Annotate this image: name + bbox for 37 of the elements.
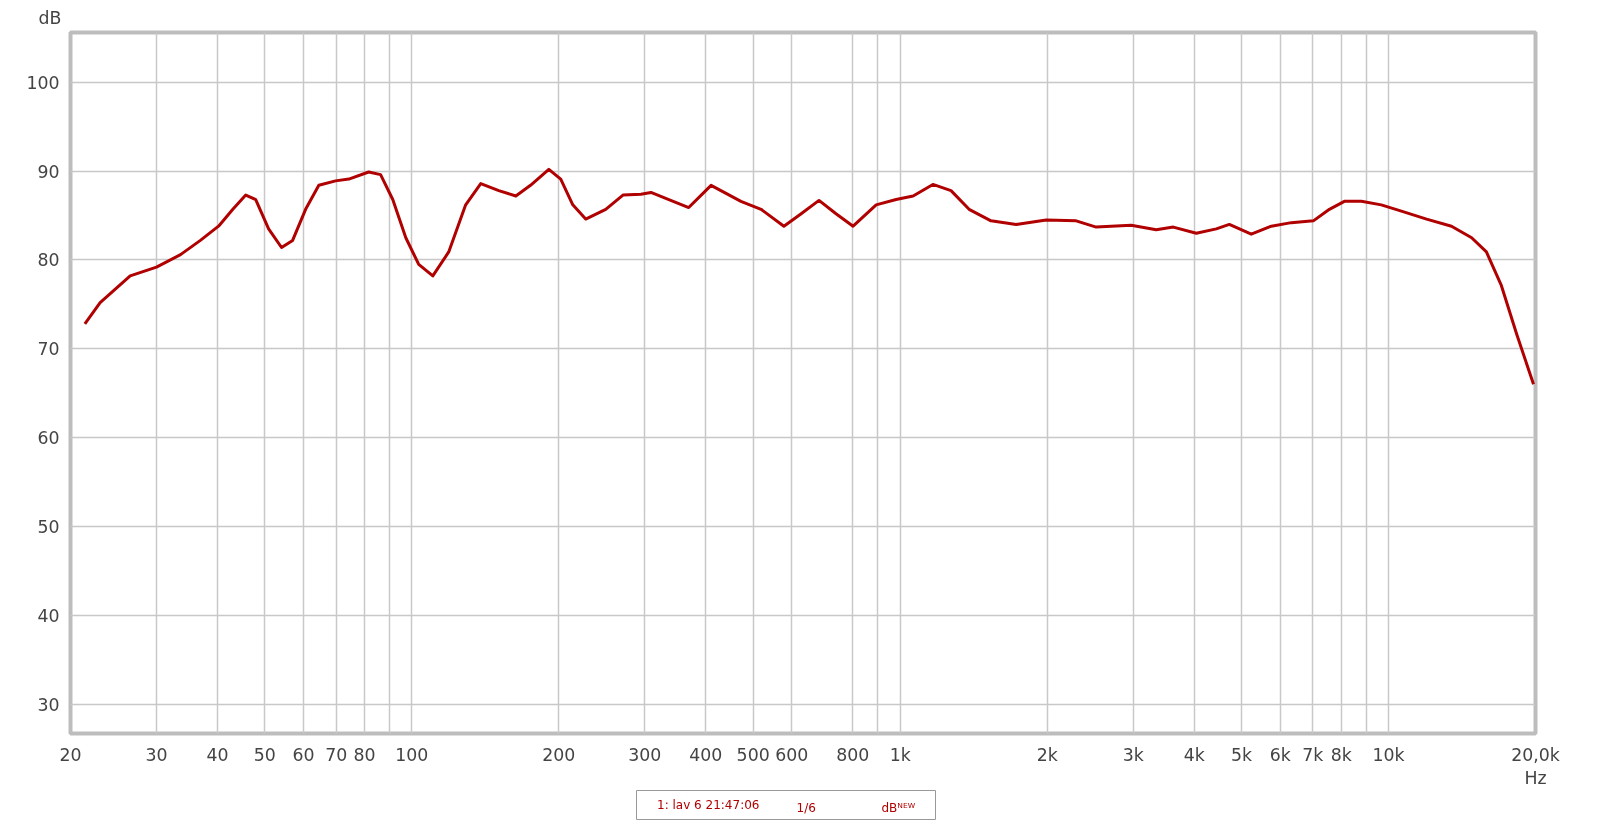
text: dBᴺᴱᵂ: [881, 800, 916, 815]
y-tick-label: 60: [37, 428, 60, 449]
x-tick-label: 10k: [1372, 744, 1405, 765]
x-tick-label: 500: [736, 744, 770, 765]
x-tick-label: 6k: [1269, 744, 1291, 765]
x-tick-label: 20: [59, 744, 82, 765]
x-tick-label: 50: [253, 744, 276, 765]
y-tick-label: 70: [37, 339, 60, 360]
x-axis-title: Hz: [1524, 767, 1547, 788]
x-tick-label: 70: [325, 744, 348, 765]
x-tick-label: 7k: [1302, 744, 1324, 765]
x-tick-label: 80: [353, 744, 376, 765]
y-axis-title: dB: [38, 7, 62, 28]
x-tick-label: 800: [836, 744, 870, 765]
x-tick-label: 200: [542, 744, 576, 765]
x-tick-label: 300: [628, 744, 662, 765]
text: 1/6: [796, 800, 816, 815]
y-tick-label: 90: [37, 161, 60, 182]
x-tick-label: 3k: [1122, 744, 1144, 765]
y-tick-label: 40: [37, 605, 60, 626]
x-tick-label: 40: [206, 744, 229, 765]
x-tick-label: 5k: [1230, 744, 1253, 765]
x-tick-label: 2k: [1036, 744, 1058, 765]
x-tick-label: 60: [292, 744, 315, 765]
x-tick-label: 30: [145, 744, 168, 765]
y-tick-label: 100: [26, 72, 60, 93]
x-tick-label: 4k: [1183, 744, 1205, 765]
x-tick-label: 8k: [1330, 744, 1352, 765]
y-tick-label: 30: [37, 694, 60, 715]
y-tick-label: 80: [37, 250, 60, 271]
y-tick-label: 50: [37, 516, 60, 537]
x-tick-label: 100: [395, 744, 429, 765]
text: 1: lav 6 21:47:06: [657, 798, 760, 812]
x-tick-label: 400: [689, 744, 723, 765]
x-tick-label: 600: [775, 744, 809, 765]
x-tick-label: 1k: [889, 744, 911, 765]
x-tick-label: 20,0k: [1511, 744, 1560, 765]
